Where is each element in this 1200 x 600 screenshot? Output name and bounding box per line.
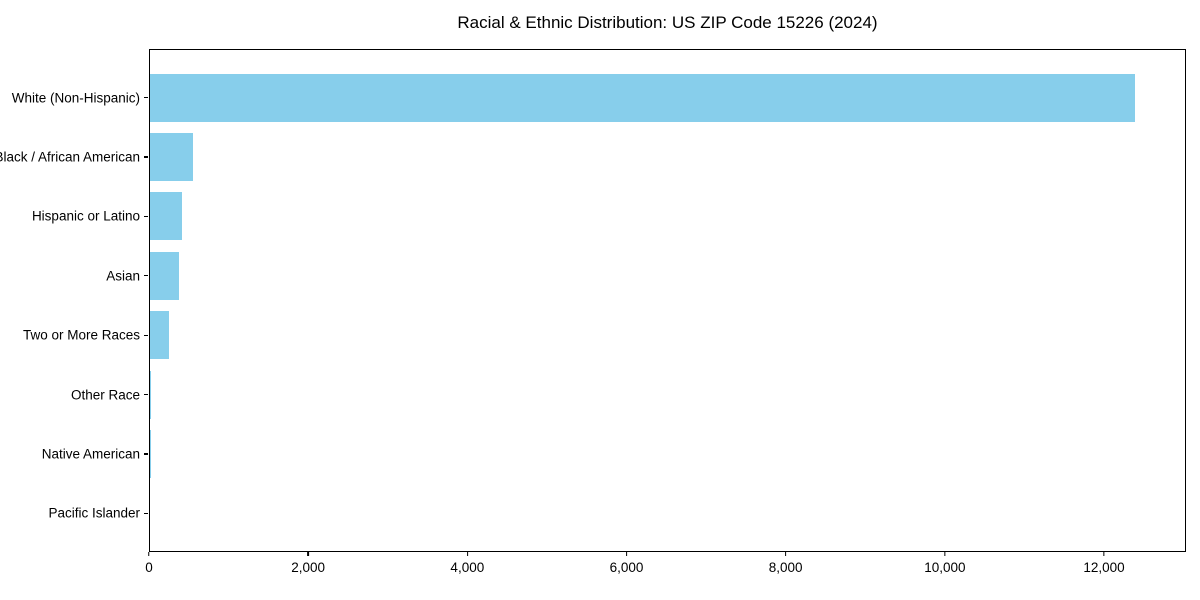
bar xyxy=(150,251,180,300)
x-tick-label: 0 xyxy=(145,560,153,575)
category-tick xyxy=(144,453,148,455)
plot-area: White (Non-Hispanic) Black / African Amer… xyxy=(0,49,1186,552)
bar-rows: White (Non-Hispanic) Black / African Amer… xyxy=(0,50,1185,551)
category-label: Other Race xyxy=(70,387,140,403)
bar-row: Native American xyxy=(42,424,1185,483)
x-tick: 0 xyxy=(145,552,153,575)
bar xyxy=(150,311,169,360)
x-tick-label: 8,000 xyxy=(768,560,803,575)
bar-row: Two or More Races xyxy=(23,306,1185,365)
category-tick xyxy=(144,512,148,514)
x-tick: 12,000 xyxy=(1083,552,1125,575)
category-label: Black / African American xyxy=(0,149,140,165)
category-label: Pacific Islander xyxy=(48,505,140,521)
x-tick-label: 12,000 xyxy=(1083,560,1125,575)
x-tick-mark xyxy=(466,552,468,556)
x-tick-mark xyxy=(944,552,946,556)
category-label: Hispanic or Latino xyxy=(31,208,140,224)
bar-row: Hispanic or Latino xyxy=(32,187,1185,246)
x-tick-label: 10,000 xyxy=(924,560,966,575)
bar xyxy=(150,370,152,419)
category-tick xyxy=(144,275,148,277)
x-tick: 2,000 xyxy=(291,552,325,575)
x-tick-mark xyxy=(148,552,150,556)
bar xyxy=(150,133,193,182)
category-tick xyxy=(144,334,148,336)
x-tick-mark xyxy=(625,552,628,556)
bar-row: Asian xyxy=(106,246,1185,305)
category-tick xyxy=(144,393,148,396)
x-tick-label: 4,000 xyxy=(450,560,485,575)
bar xyxy=(150,73,1135,122)
x-tick-mark xyxy=(307,552,309,556)
x-tick-mark xyxy=(785,552,787,556)
bar-row: White (Non-Hispanic) xyxy=(12,68,1185,127)
chart-title: Racial & Ethnic Distribution: US ZIP Cod… xyxy=(457,13,878,32)
x-tick: 6,000 xyxy=(609,552,644,575)
x-axis-ticks: 0 2,000 4,000 6,000 8,000 10,000 12,000 xyxy=(145,552,1186,582)
x-tick-label: 6,000 xyxy=(609,560,644,575)
category-tick xyxy=(144,215,148,218)
x-tick: 4,000 xyxy=(450,552,484,575)
category-label: White (Non-Hispanic) xyxy=(11,90,140,106)
category-label: Native American xyxy=(41,446,140,462)
category-tick xyxy=(144,156,148,158)
category-tick xyxy=(144,97,148,99)
bar-row: Other Race xyxy=(71,365,1185,424)
category-label: Asian xyxy=(106,268,140,284)
x-tick: 10,000 xyxy=(924,552,965,575)
x-tick-label: 2,000 xyxy=(291,560,326,575)
category-label: Two or More Races xyxy=(22,327,140,343)
bar-row: Black / African American xyxy=(0,127,1185,186)
x-tick-mark xyxy=(1103,552,1105,556)
x-tick: 8,000 xyxy=(769,552,803,575)
bar xyxy=(150,192,182,241)
bar-row: Pacific Islander xyxy=(48,484,1185,543)
